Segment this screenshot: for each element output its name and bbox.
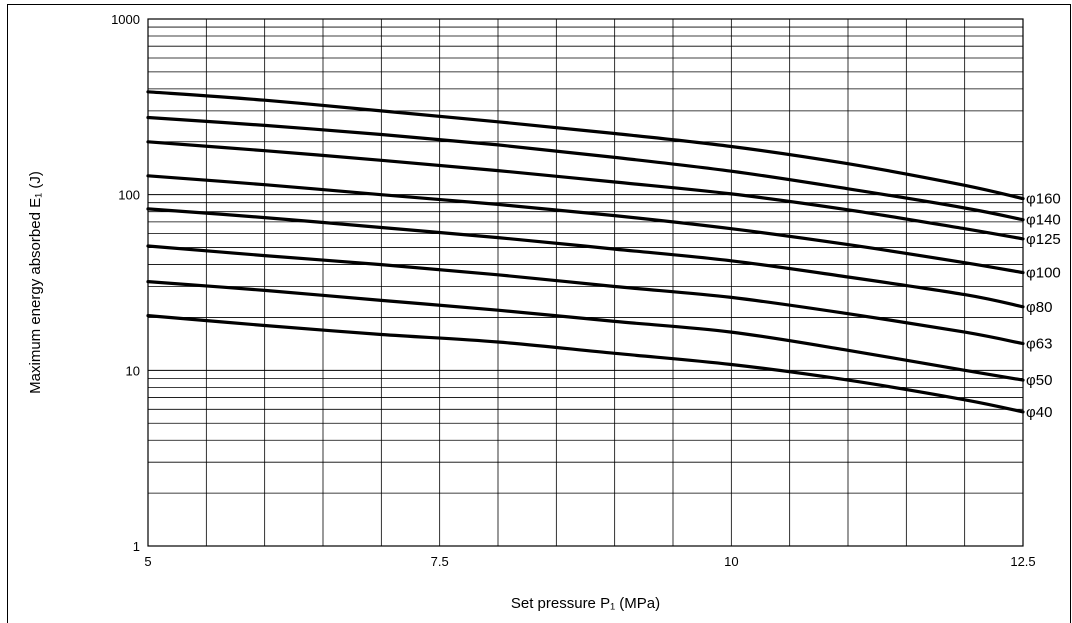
series-line-140: [146, 115, 1025, 222]
series-label: φ63: [1026, 336, 1052, 353]
series-line-40: [146, 314, 1025, 414]
x-tick-label: 12.5: [1010, 554, 1035, 569]
y-axis-title: Maximum energy absorbed E₁ (J): [27, 171, 44, 394]
series-lines: [146, 90, 1025, 414]
series-line-50: [146, 280, 1025, 382]
series-label: φ100: [1026, 265, 1061, 282]
x-tick-label: 5: [144, 554, 151, 569]
series-label: φ160: [1026, 191, 1061, 208]
x-axis-title: Set pressure P₁ (MPa): [511, 595, 660, 612]
series-line-100: [146, 174, 1025, 275]
y-tick-label: 10: [126, 363, 140, 378]
series-label: φ125: [1026, 231, 1061, 248]
series-label: φ80: [1026, 299, 1052, 316]
y-tick-label: 100: [118, 188, 140, 203]
series-line-63: [146, 244, 1025, 346]
series-line-125: [146, 140, 1025, 241]
x-tick-label: 10: [724, 554, 738, 569]
series-label: φ40: [1026, 404, 1052, 421]
chart-frame: [7, 4, 1071, 623]
series-label: φ50: [1026, 372, 1052, 389]
labels: Set pressure P₁ (MPa) Maximum energy abs…: [27, 12, 1061, 612]
series-line-80: [146, 207, 1025, 309]
y-tick-label: 1000: [111, 12, 140, 27]
series-label: φ140: [1026, 212, 1061, 229]
x-tick-label: 7.5: [431, 554, 449, 569]
series-line-160: [146, 90, 1025, 201]
y-tick-label: 1: [133, 539, 140, 554]
